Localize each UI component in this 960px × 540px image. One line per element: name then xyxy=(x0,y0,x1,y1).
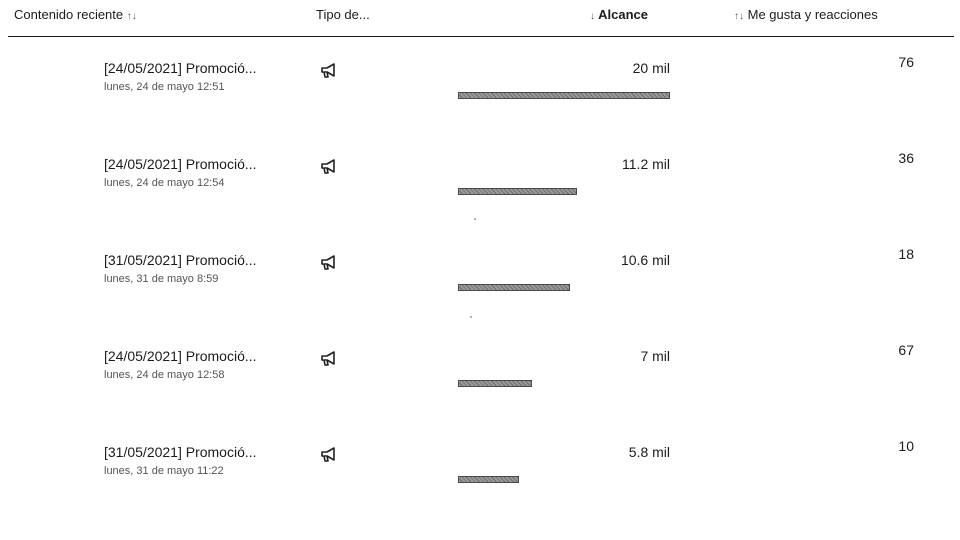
column-header-likes[interactable]: ↑↓ Me gusta y reacciones xyxy=(734,7,878,22)
megaphone-icon xyxy=(321,63,335,78)
reach-bar xyxy=(458,284,570,291)
reach-bar xyxy=(458,476,519,483)
reach-value: 10.6 mil xyxy=(620,252,670,268)
post-date: lunes, 24 de mayo 12:51 xyxy=(104,81,225,93)
reach-bar xyxy=(458,92,670,99)
reach-bar-track xyxy=(458,284,670,291)
scan-speck xyxy=(474,218,476,220)
column-header-likes-label: Me gusta y reacciones xyxy=(747,7,878,22)
reach-value: 20 mil xyxy=(632,60,670,76)
reach-value: 11.2 mil xyxy=(622,156,670,172)
likes-value: 36 xyxy=(898,150,914,166)
post-date: lunes, 31 de mayo 11:22 xyxy=(104,465,224,477)
scan-speck xyxy=(470,316,472,318)
reach-value: 7 mil xyxy=(640,348,670,364)
reach-value: 5.8 mil xyxy=(628,444,670,460)
megaphone-icon xyxy=(321,351,335,366)
table-row[interactable]: [31/05/2021] Promoció... lunes, 31 de ma… xyxy=(0,246,960,348)
table-row[interactable]: [31/05/2021] Promoció... lunes, 31 de ma… xyxy=(0,438,960,540)
likes-value: 10 xyxy=(898,438,914,454)
reach-bar-track xyxy=(458,380,670,387)
column-header-content-label: Contenido reciente xyxy=(14,7,124,22)
table-row[interactable]: [24/05/2021] Promoció... lunes, 24 de ma… xyxy=(0,342,960,444)
likes-value: 76 xyxy=(898,54,914,70)
reach-bar-track xyxy=(458,188,670,195)
column-header-reach-label: Alcance xyxy=(598,7,649,22)
sort-down-icon[interactable]: ↓ xyxy=(590,11,595,22)
post-title[interactable]: [24/05/2021] Promoció... xyxy=(104,348,257,364)
post-title[interactable]: [24/05/2021] Promoció... xyxy=(104,60,257,76)
sort-arrows-icon[interactable]: ↑↓ xyxy=(126,11,137,22)
post-date: lunes, 24 de mayo 12:54 xyxy=(104,177,225,189)
likes-value: 67 xyxy=(898,342,914,358)
megaphone-icon xyxy=(321,159,335,174)
reach-bar-track xyxy=(458,92,670,99)
reach-bar xyxy=(458,188,577,195)
table-header: Contenido reciente ↑↓ Tipo de... ↓ Alcan… xyxy=(0,0,960,37)
column-header-type[interactable]: Tipo de... xyxy=(316,7,370,22)
table-row[interactable]: [24/05/2021] Promoció... lunes, 24 de ma… xyxy=(0,150,960,252)
likes-value: 18 xyxy=(898,246,914,262)
post-title[interactable]: [24/05/2021] Promoció... xyxy=(104,156,257,172)
megaphone-icon xyxy=(321,447,335,462)
reach-bar xyxy=(458,380,532,387)
megaphone-icon xyxy=(321,255,335,270)
sort-arrows-icon[interactable]: ↑↓ xyxy=(734,11,744,22)
post-title[interactable]: [31/05/2021] Promoció... xyxy=(104,444,257,460)
header-divider xyxy=(8,36,954,37)
post-title[interactable]: [31/05/2021] Promoció... xyxy=(104,252,257,268)
post-date: lunes, 24 de mayo 12:58 xyxy=(104,369,225,381)
table-row[interactable]: [24/05/2021] Promoció... lunes, 24 de ma… xyxy=(0,54,960,156)
post-date: lunes, 31 de mayo 8:59 xyxy=(104,273,219,285)
column-header-reach[interactable]: ↓ Alcance xyxy=(590,7,648,22)
reach-bar-track xyxy=(458,476,670,483)
column-header-type-label: Tipo de... xyxy=(316,7,370,22)
column-header-content[interactable]: Contenido reciente ↑↓ xyxy=(14,7,137,22)
